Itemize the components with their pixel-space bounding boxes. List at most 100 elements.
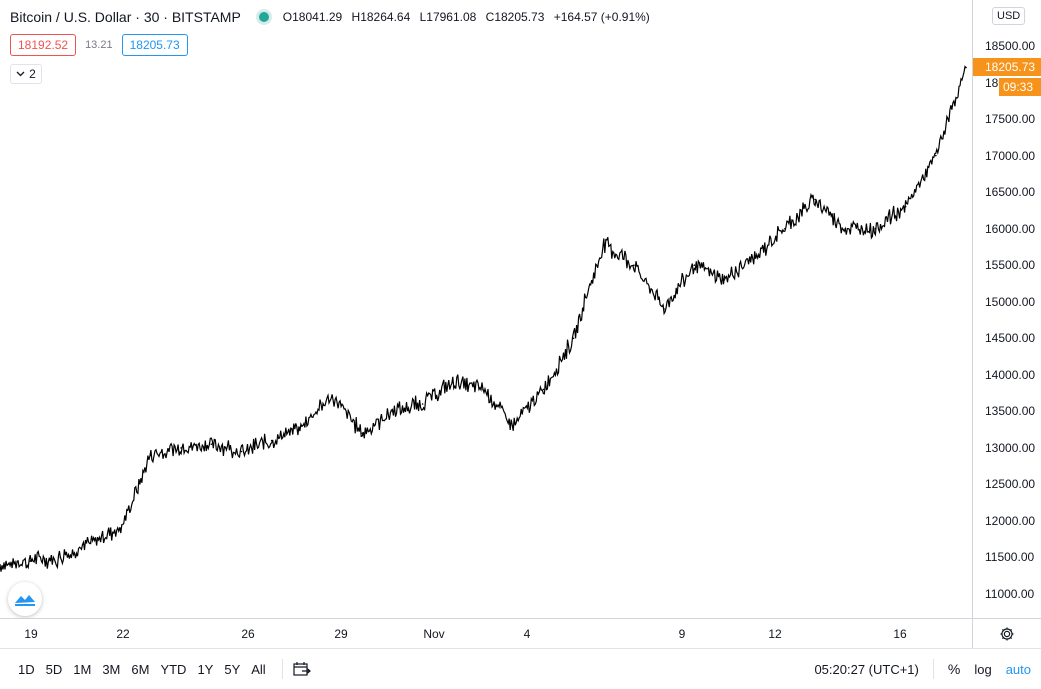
time-tick-label: 19	[24, 627, 38, 641]
price-point	[965, 66, 967, 69]
timezone-clock[interactable]: 05:20:27 (UTC+1)	[814, 661, 919, 677]
time-tick-label: Nov	[423, 627, 445, 641]
time-tick-label: 29	[334, 627, 348, 641]
price-point	[0, 564, 1, 566]
high-value: H18264.64	[351, 10, 411, 24]
price-point	[89, 542, 92, 544]
time-tick-label: 4	[523, 627, 531, 641]
price-point	[633, 264, 635, 267]
price-point	[331, 395, 333, 398]
range-button-5y[interactable]: 5Y	[224, 661, 241, 677]
last-price-tag: 18205.73	[973, 58, 1041, 76]
price-tick-label: 13500.00	[985, 404, 1036, 419]
range-button-all[interactable]: All	[251, 661, 266, 677]
range-button-1m[interactable]: 1M	[73, 661, 92, 677]
symbol-legend: Bitcoin / U.S. Dollar · 30 · BITSTAMP O1…	[10, 9, 656, 25]
price-tick-label: 17000.00	[985, 148, 1036, 163]
time-tick-label: 9	[678, 627, 686, 641]
tradingview-logo-icon[interactable]	[8, 582, 42, 616]
bid-ask-row: 18192.52 13.21 18205.73	[10, 34, 188, 56]
indicators-collapse-button[interactable]: 2	[10, 64, 42, 84]
indicators-count: 2	[29, 67, 36, 81]
price-point	[904, 205, 907, 208]
bar-countdown: 09:33	[999, 78, 1041, 96]
price-point	[693, 264, 696, 267]
buy-button[interactable]: 18205.73	[121, 34, 188, 56]
price-tick-label: 12500.00	[985, 477, 1036, 492]
price-point	[663, 308, 665, 310]
log-scale-button[interactable]: log	[974, 661, 992, 677]
price-point	[180, 447, 182, 449]
toolbar-divider	[281, 659, 283, 679]
price-tick-label: 17500.00	[985, 112, 1036, 127]
price-tick-label: 15000.00	[985, 294, 1036, 309]
price-point	[572, 337, 575, 340]
spread-value: 13.21	[85, 39, 113, 51]
price-axis[interactable]: 18500.0018000.0017500.0017000.0016500.00…	[972, 0, 1041, 618]
ohlc-values: O18041.29 H18264.64 L17961.08 C18205.73 …	[283, 10, 656, 24]
price-point	[753, 257, 756, 259]
price-point	[59, 556, 62, 559]
sell-button[interactable]: 18192.52	[10, 34, 77, 56]
price-point	[29, 560, 32, 562]
price-point	[935, 154, 937, 157]
price-tick-label: 14500.00	[985, 331, 1036, 346]
price-point	[240, 450, 243, 453]
price-point	[723, 279, 726, 281]
time-tick-label: 12	[768, 627, 782, 641]
price-tick-label: 14000.00	[985, 367, 1036, 382]
time-tick-label: 16	[893, 627, 907, 641]
bottom-toolbar: 1D 5D 1M 3M 6M YTD 1Y 5Y All 05:20:27 (UTC+1) % …	[0, 648, 1041, 689]
price-point	[270, 439, 273, 442]
price-point	[512, 425, 514, 427]
price-chart[interactable]	[0, 0, 972, 618]
price-point	[301, 425, 303, 427]
gear-icon[interactable]	[999, 626, 1015, 642]
range-button-ytd[interactable]: YTD	[160, 661, 187, 677]
price-point	[784, 227, 786, 230]
price-tick-label: 18500.00	[985, 39, 1036, 53]
chart-settings-corner[interactable]	[972, 618, 1041, 648]
price-point	[210, 443, 213, 446]
toolbar-divider	[932, 659, 934, 679]
chevron-down-icon	[16, 71, 25, 77]
price-tick-label: 16000.00	[985, 221, 1036, 236]
price-point	[452, 381, 454, 383]
symbol-title[interactable]: Bitcoin / U.S. Dollar · 30 · BITSTAMP	[10, 9, 241, 25]
price-tick-label: 12000.00	[985, 513, 1036, 528]
range-button-1d[interactable]: 1D	[18, 661, 35, 677]
market-open-dot-icon	[258, 12, 269, 22]
price-point	[391, 410, 394, 413]
price-point	[361, 432, 364, 435]
chart-plot-area[interactable]: Bitcoin / U.S. Dollar · 30 · BITSTAMP O1…	[0, 0, 972, 618]
price-tick-label: 11500.00	[985, 550, 1035, 565]
price-point	[603, 242, 605, 245]
right-toolbar-tools: 05:20:27 (UTC+1) % log auto	[814, 649, 1031, 689]
range-button-6m[interactable]: 6M	[131, 661, 150, 677]
currency-badge[interactable]: USD	[992, 7, 1026, 25]
range-button-3m[interactable]: 3M	[102, 661, 121, 677]
low-value: L17961.08	[419, 10, 477, 24]
go-to-date-icon[interactable]	[293, 661, 311, 677]
time-axis[interactable]: 19 22 26 29 Nov 4 9 12 16	[0, 618, 972, 648]
price-point	[120, 527, 122, 529]
price-tick-label: 11000.00	[985, 587, 1035, 601]
price-point	[542, 388, 545, 391]
price-series-line[interactable]	[0, 65, 967, 572]
percent-scale-button[interactable]: %	[947, 661, 961, 677]
auto-scale-button[interactable]: auto	[1005, 661, 1031, 677]
price-tick-label: 13000.00	[985, 440, 1036, 455]
open-value: O18041.29	[282, 10, 343, 24]
range-button-1y[interactable]: 1Y	[197, 661, 214, 677]
price-tick-label: 15500.00	[985, 258, 1036, 273]
price-point	[814, 198, 816, 201]
price-point	[874, 227, 877, 230]
range-button-5d[interactable]: 5D	[45, 661, 63, 677]
date-range-buttons: 1D 5D 1M 3M 6M YTD 1Y 5Y All	[0, 662, 266, 677]
cloud-icon	[15, 595, 35, 606]
close-value: C18205.73	[485, 10, 545, 24]
price-point	[150, 454, 152, 457]
time-tick-label: 26	[241, 627, 255, 641]
time-tick-label: 22	[116, 627, 130, 641]
price-point	[482, 388, 484, 391]
